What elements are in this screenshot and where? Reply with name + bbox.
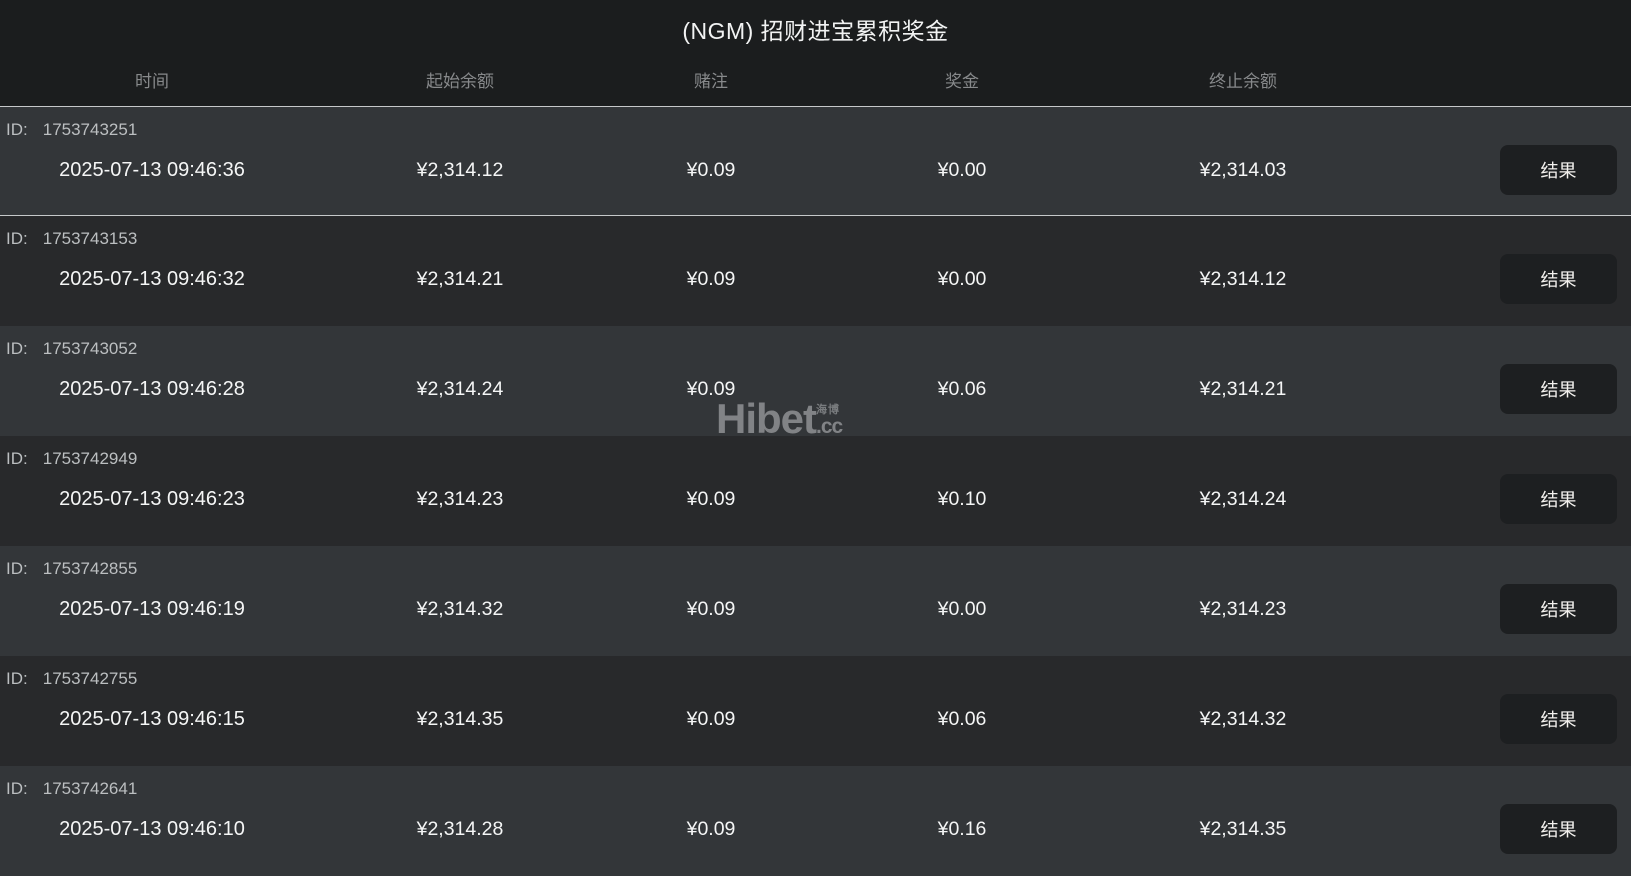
row-id-line: ID: 1753742949 [0,448,1631,470]
column-header-start-balance: 起始余额 [426,71,494,91]
row-values: 2025-07-13 09:46:19 ¥2,314.32 ¥0.09 ¥0.0… [0,584,1631,634]
cell-time: 2025-07-13 09:46:32 [59,268,245,290]
row-id-value: 1753742949 [42,449,138,468]
row-id-line: ID: 1753742855 [0,558,1631,580]
cell-action: 结果 [1368,584,1631,634]
cell-action: 结果 [1368,694,1631,744]
table-row: ID: 1753742641 2025-07-13 09:46:10 ¥2,314… [0,766,1631,876]
column-header-time: 时间 [135,71,169,91]
table-row: ID: 1753743153 2025-07-13 09:46:32 ¥2,314… [0,216,1631,326]
cell-prize: ¥0.00 [937,598,987,620]
row-values: 2025-07-13 09:46:32 ¥2,314.21 ¥0.09 ¥0.0… [0,254,1631,304]
cell-action: 结果 [1368,364,1631,414]
cell-start-balance: ¥2,314.32 [416,598,504,620]
cell-end-balance: ¥2,314.12 [1199,268,1287,290]
cell-time: 2025-07-13 09:46:10 [59,818,245,840]
cell-time: 2025-07-13 09:46:36 [59,159,245,181]
row-id-value: 1753743052 [42,339,138,358]
result-button[interactable]: 结果 [1500,584,1617,634]
row-id-line: ID: 1753743052 [0,338,1631,360]
result-button[interactable]: 结果 [1500,364,1617,414]
table-row: ID: 1753742755 2025-07-13 09:46:15 ¥2,314… [0,656,1631,766]
cell-end-balance: ¥2,314.35 [1199,818,1287,840]
cell-start-balance: ¥2,314.35 [416,708,504,730]
table-row: ID: 1753742949 2025-07-13 09:46:23 ¥2,314… [0,436,1631,546]
cell-end-balance: ¥2,314.32 [1199,708,1287,730]
cell-bet: ¥0.09 [686,159,736,181]
row-id-value: 1753742641 [42,779,138,798]
cell-start-balance: ¥2,314.12 [416,159,504,181]
column-header-bet: 赌注 [694,71,728,91]
cell-time: 2025-07-13 09:46:28 [59,378,245,400]
cell-action: 结果 [1368,474,1631,524]
cell-bet: ¥0.09 [686,598,736,620]
row-id-label: ID: [6,669,28,688]
cell-bet: ¥0.09 [686,818,736,840]
cell-prize: ¥0.16 [937,818,987,840]
table-row: ID: 1753742855 2025-07-13 09:46:19 ¥2,314… [0,546,1631,656]
cell-start-balance: ¥2,314.24 [416,378,504,400]
cell-time: 2025-07-13 09:46:19 [59,598,245,620]
cell-bet: ¥0.09 [686,708,736,730]
result-button[interactable]: 结果 [1500,145,1617,195]
records-list: ID: 1753743251 2025-07-13 09:46:36 ¥2,314… [0,106,1631,876]
row-values: 2025-07-13 09:46:15 ¥2,314.35 ¥0.09 ¥0.0… [0,694,1631,744]
cell-end-balance: ¥2,314.21 [1199,378,1287,400]
cell-prize: ¥0.06 [937,378,987,400]
row-id-line: ID: 1753743153 [0,228,1631,250]
row-id-value: 1753743153 [42,229,138,248]
cell-bet: ¥0.09 [686,488,736,510]
cell-prize: ¥0.10 [937,488,987,510]
cell-action: 结果 [1368,804,1631,854]
result-button[interactable]: 结果 [1500,254,1617,304]
row-id-line: ID: 1753742641 [0,778,1631,800]
cell-prize: ¥0.00 [937,159,987,181]
cell-bet: ¥0.09 [686,378,736,400]
cell-time: 2025-07-13 09:46:15 [59,708,245,730]
row-id-line: ID: 1753743251 [0,119,1631,141]
result-button[interactable]: 结果 [1500,474,1617,524]
row-id-value: 1753743251 [42,120,138,139]
cell-start-balance: ¥2,314.28 [416,818,504,840]
cell-prize: ¥0.06 [937,708,987,730]
cell-end-balance: ¥2,314.24 [1199,488,1287,510]
row-id-value: 1753742855 [42,559,138,578]
cell-bet: ¥0.09 [686,268,736,290]
row-values: 2025-07-13 09:46:28 ¥2,314.24 ¥0.09 ¥0.0… [0,364,1631,414]
row-id-label: ID: [6,120,28,139]
page-title: (NGM) 招财进宝累积奖金 [682,18,949,44]
column-header-end-balance: 终止余额 [1209,71,1277,91]
row-id-value: 1753742755 [42,669,138,688]
table-row: ID: 1753743251 2025-07-13 09:46:36 ¥2,314… [0,106,1631,216]
row-id-label: ID: [6,339,28,358]
row-id-line: ID: 1753742755 [0,668,1631,690]
cell-time: 2025-07-13 09:46:23 [59,488,245,510]
cell-start-balance: ¥2,314.21 [416,268,504,290]
column-headers: 时间 起始余额 赌注 奖金 终止余额 [0,52,1631,106]
row-id-label: ID: [6,779,28,798]
row-values: 2025-07-13 09:46:36 ¥2,314.12 ¥0.09 ¥0.0… [0,145,1631,195]
result-button[interactable]: 结果 [1500,804,1617,854]
table-row: ID: 1753743052 2025-07-13 09:46:28 ¥2,314… [0,326,1631,436]
row-id-label: ID: [6,449,28,468]
row-values: 2025-07-13 09:46:10 ¥2,314.28 ¥0.09 ¥0.1… [0,804,1631,854]
page-header: (NGM) 招财进宝累积奖金 时间 起始余额 赌注 奖金 终止余额 [0,0,1631,106]
cell-action: 结果 [1368,254,1631,304]
cell-end-balance: ¥2,314.03 [1199,159,1287,181]
cell-action: 结果 [1368,145,1631,195]
row-id-label: ID: [6,229,28,248]
row-values: 2025-07-13 09:46:23 ¥2,314.23 ¥0.09 ¥0.1… [0,474,1631,524]
cell-start-balance: ¥2,314.23 [416,488,504,510]
cell-end-balance: ¥2,314.23 [1199,598,1287,620]
column-header-prize: 奖金 [945,71,979,91]
result-button[interactable]: 结果 [1500,694,1617,744]
cell-prize: ¥0.00 [937,268,987,290]
row-id-label: ID: [6,559,28,578]
